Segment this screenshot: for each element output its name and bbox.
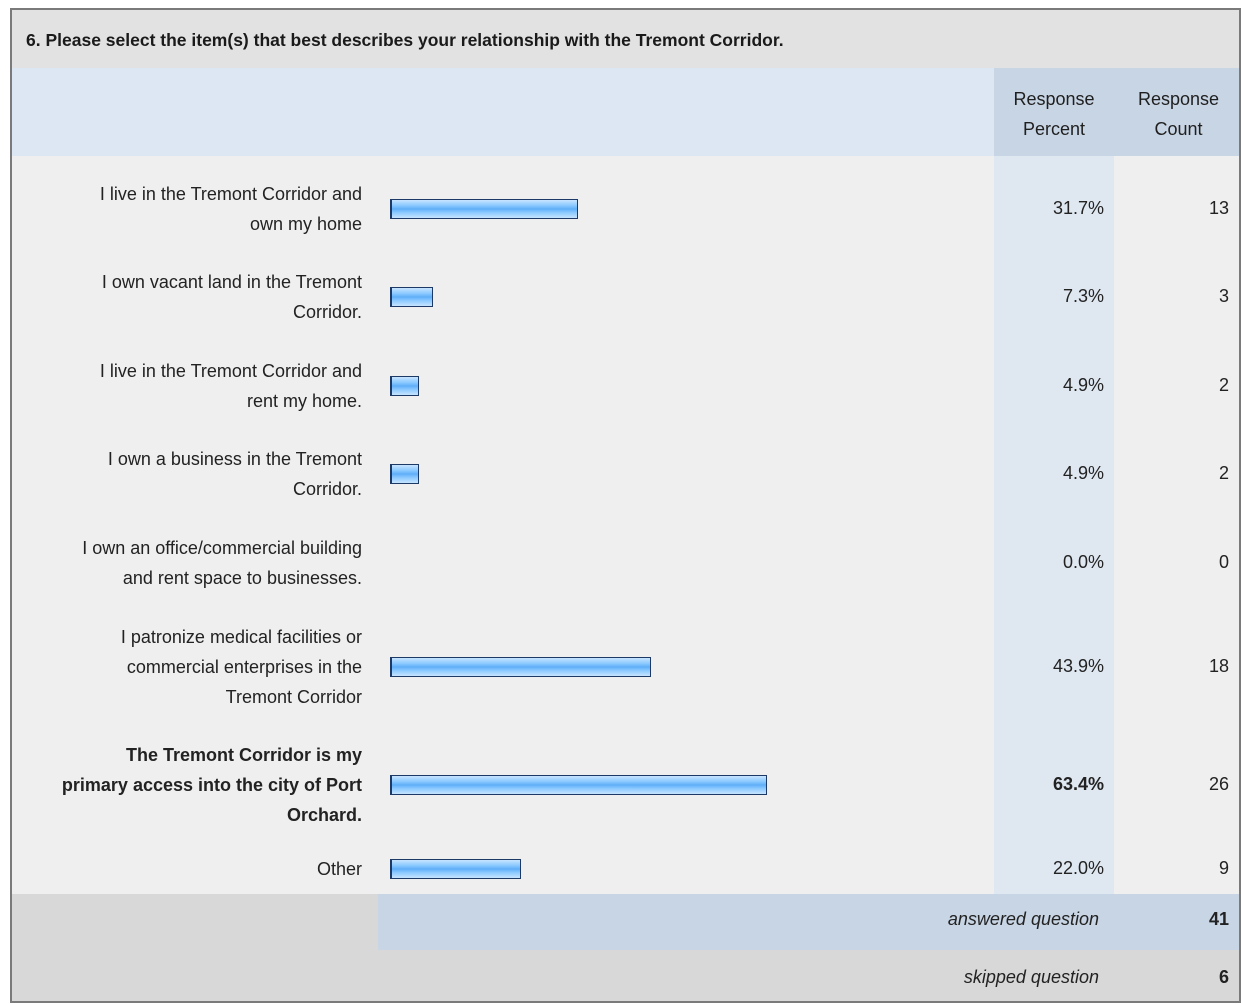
answer-option-label-line: I patronize medical facilities or: [120, 627, 362, 647]
response-percent-value: 22.0%: [1052, 858, 1104, 878]
response-count-value: 2: [1218, 375, 1229, 395]
response-count-value: 9: [1218, 858, 1229, 878]
answer-option-label: I own vacant land in the Tremont Corridor…: [12, 267, 362, 327]
answer-option-label-line: Tremont Corridor: [225, 687, 362, 707]
skipped-question-value: 6: [1218, 967, 1229, 987]
response-percent-value: 0.0%: [1062, 552, 1104, 572]
answer-option-label: Other: [12, 854, 362, 884]
survey-question-panel: 6. Please select the item(s) that best d…: [10, 8, 1241, 1003]
answer-option-label-line: primary access into the city of Port: [61, 775, 362, 795]
response-count-value: 0: [1218, 552, 1229, 572]
count-header-line-2: Count: [1154, 119, 1203, 139]
answered-question-label: answered question: [947, 909, 1099, 929]
percent-header-line-1: Response: [1013, 89, 1095, 109]
answer-option-label: I patronize medical facilities or commerc…: [12, 622, 362, 712]
percent-column-background: [994, 68, 1114, 894]
answer-option-label: I live in the Tremont Corridor and own my…: [12, 179, 362, 239]
response-count-value: 18: [1208, 656, 1229, 676]
answered-question-row: [378, 894, 1239, 950]
response-row: I own vacant land in the Tremont Corridor…: [12, 253, 1239, 341]
response-bar: [390, 657, 651, 677]
response-count-value: 13: [1208, 198, 1229, 218]
answer-option-label-line: I own an office/commercial building: [82, 538, 362, 558]
answer-option-label-line: I live in the Tremont Corridor and: [99, 361, 362, 381]
answer-option-label-line: Orchard.: [286, 805, 362, 825]
response-bar: [390, 464, 419, 484]
response-percent-header: Response Percent: [994, 84, 1114, 144]
response-percent-value: 43.9%: [1052, 656, 1104, 676]
percent-header-background: [994, 68, 1114, 156]
response-count-value: 26: [1208, 774, 1229, 794]
answer-option-label-line: I own a business in the Tremont: [107, 449, 362, 469]
answer-option-label-line: Other: [316, 859, 362, 879]
answer-option-label: The Tremont Corridor is my primary access…: [12, 740, 362, 830]
answer-option-label-line: I live in the Tremont Corridor and: [99, 184, 362, 204]
answered-question-value: 41: [1208, 909, 1229, 929]
response-row: I live in the Tremont Corridor and rent m…: [12, 341, 1239, 430]
response-bar: [390, 376, 419, 396]
answer-option-label-line: The Tremont Corridor is my: [125, 745, 362, 765]
response-bar: [390, 775, 767, 795]
response-row: Other 22.0% 9: [12, 843, 1239, 894]
answer-option-label-line: rent my home.: [246, 391, 362, 411]
response-bar: [390, 287, 433, 307]
answer-option-label-line: own my home: [249, 214, 362, 234]
answer-option-label-line: Corridor.: [292, 479, 362, 499]
answer-option-label-line: I own vacant land in the Tremont: [101, 272, 362, 292]
count-header-background: [1114, 68, 1239, 156]
count-header-line-1: Response: [1137, 89, 1220, 109]
answer-option-label: I own an office/commercial building and r…: [12, 533, 362, 593]
answer-option-label-line: commercial enterprises in the: [126, 657, 362, 677]
answered-row-left: [12, 894, 378, 950]
skipped-question-label: skipped question: [963, 967, 1099, 987]
response-percent-value: 4.9%: [1062, 463, 1104, 483]
response-percent-value: 7.3%: [1062, 286, 1104, 306]
response-count-value: 3: [1218, 286, 1229, 306]
response-row: I patronize medical facilities or commerc…: [12, 607, 1239, 726]
response-percent-value: 4.9%: [1062, 375, 1104, 395]
response-row: I own an office/commercial building and r…: [12, 518, 1239, 607]
answer-option-label: I live in the Tremont Corridor and rent m…: [12, 356, 362, 416]
skipped-question-row: [12, 950, 1239, 1001]
response-row: I live in the Tremont Corridor and own my…: [12, 164, 1239, 253]
response-percent-value: 63.4%: [1052, 774, 1104, 794]
response-count-value: 2: [1218, 463, 1229, 483]
answer-option-label: I own a business in the Tremont Corridor.: [12, 444, 362, 504]
response-bar: [390, 859, 521, 879]
response-percent-value: 31.7%: [1052, 198, 1104, 218]
response-bar: [390, 199, 578, 219]
question-title: 6. Please select the item(s) that best d…: [26, 30, 784, 50]
response-count-header: Response Count: [1114, 84, 1239, 144]
percent-header-line-2: Percent: [1022, 119, 1086, 139]
response-row: I own a business in the Tremont Corridor.…: [12, 430, 1239, 518]
question-title-bar: 6. Please select the item(s) that best d…: [12, 10, 1239, 68]
answer-option-label-line: Corridor.: [292, 302, 362, 322]
answer-option-label-line: and rent space to businesses.: [122, 568, 362, 588]
response-row: The Tremont Corridor is my primary access…: [12, 726, 1239, 843]
